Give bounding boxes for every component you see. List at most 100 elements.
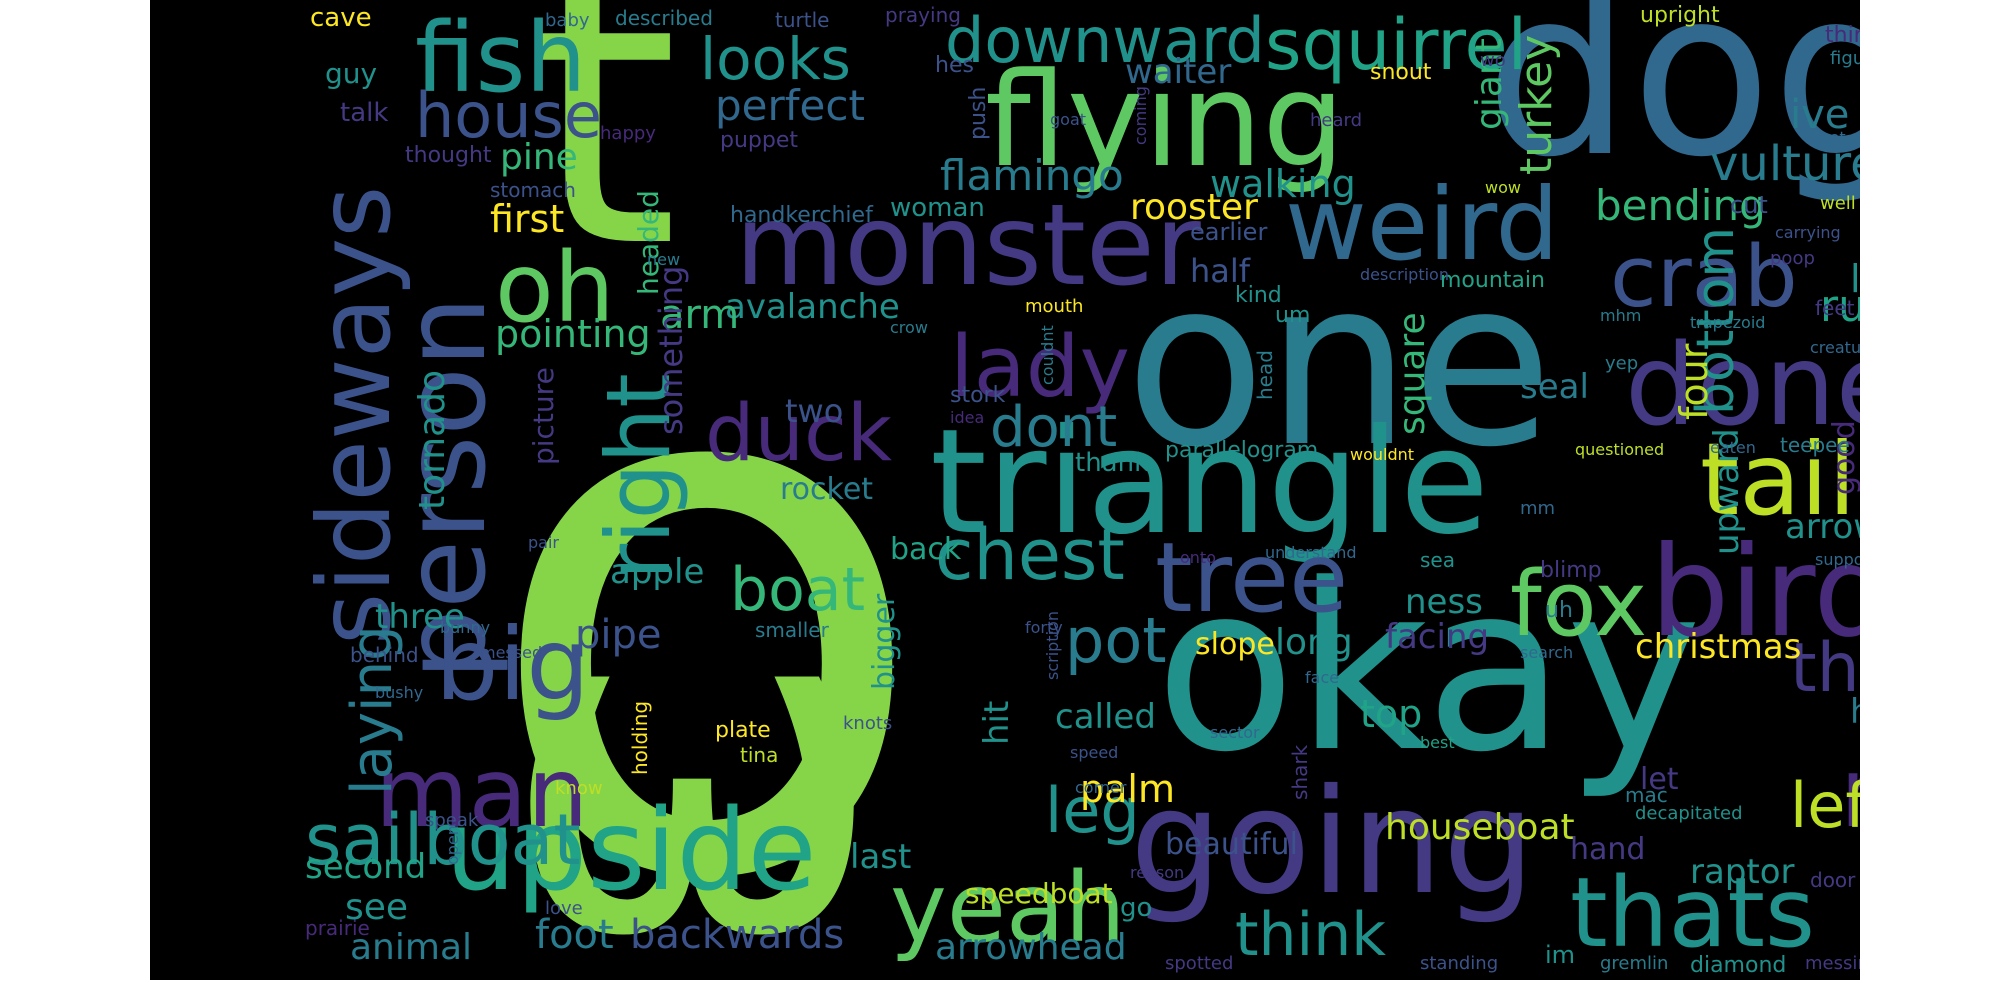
word-going: going <box>1130 758 1535 927</box>
word-square: square <box>1392 312 1433 435</box>
word-cut: cut <box>1730 191 1768 219</box>
word-flamingo: flamingo <box>940 151 1124 200</box>
word-earlier: earlier <box>1190 218 1268 246</box>
word-christmas: christmas <box>1635 627 1802 667</box>
word-mountain: mountain <box>1440 268 1545 293</box>
word-door: door <box>1810 868 1856 892</box>
word-crab: crab <box>1610 228 1798 327</box>
word-heard: heard <box>1310 110 1363 131</box>
word-best: best <box>1420 733 1455 752</box>
word-stomach: stomach <box>490 178 576 202</box>
word-arrowhead: arrowhead <box>935 927 1127 968</box>
word-downward: downward <box>945 4 1265 77</box>
word-three: three <box>375 597 465 637</box>
word-perfect: perfect <box>715 81 865 130</box>
word-sea: sea <box>1420 548 1455 572</box>
word-new: new <box>647 250 681 269</box>
word-bushy: bushy <box>375 683 424 702</box>
word-open: open <box>443 825 462 865</box>
word-goat: goat <box>1050 110 1087 129</box>
word-thing: thing <box>1790 629 1860 708</box>
word-sideways: sideways <box>296 185 413 645</box>
word-foot: foot <box>535 912 614 958</box>
word-two: two <box>785 392 844 430</box>
word-arm: arm <box>660 292 740 338</box>
word-t: t <box>530 0 679 331</box>
word-praying: praying <box>885 3 961 27</box>
word-lady: lady <box>950 318 1130 417</box>
word-onto: onto <box>1180 548 1216 567</box>
word-messed: messed <box>480 643 543 662</box>
word-leg: leg <box>1045 774 1140 847</box>
word-tail: tail <box>1700 421 1857 538</box>
word-squirrel: squirrel <box>1265 4 1528 86</box>
word-wow: wow <box>1485 178 1521 197</box>
word-crow: crow <box>890 318 928 337</box>
word-mhm: mhm <box>1600 306 1642 325</box>
word-baby: baby <box>545 10 590 31</box>
word-duck: duck <box>705 389 893 479</box>
word-house: house <box>415 79 602 152</box>
word-beautiful: beautiful <box>1165 827 1298 862</box>
word-pot: pot <box>1065 604 1167 677</box>
word-avalanche: avalanche <box>725 287 900 327</box>
word-cave: cave <box>310 3 372 33</box>
word-seal: seal <box>1520 367 1589 407</box>
word-ω: ω <box>500 502 886 981</box>
word-couldnt: couldnt <box>1038 325 1057 385</box>
word-um: um <box>1275 303 1311 328</box>
word-mouth: mouth <box>1025 296 1084 317</box>
word-tornado: tornado <box>412 369 453 510</box>
word-think: think <box>1235 900 1386 970</box>
word-woman: woman <box>890 193 985 223</box>
word-done: done <box>1625 321 1860 451</box>
word-first: first <box>490 197 565 241</box>
word-scription: scription <box>1043 611 1062 680</box>
word-last: last <box>850 837 912 877</box>
word-sailboat: sailboat <box>305 799 581 881</box>
word-four: four <box>1672 343 1716 420</box>
word-apple: apple <box>610 552 705 592</box>
word-well: well <box>1820 193 1856 214</box>
word-third: third <box>1825 23 1860 48</box>
word-hes: hes <box>935 53 974 78</box>
word-yep: yep <box>1605 353 1639 374</box>
word-triangle: triangle <box>930 398 1490 567</box>
word-chest: chest <box>935 514 1125 596</box>
word-bird: bird <box>1650 520 1860 665</box>
word-hit: hit <box>977 700 1017 745</box>
word-tina: tina <box>740 743 779 767</box>
word-top: top <box>1360 692 1423 736</box>
word-upright: upright <box>1640 3 1720 28</box>
word-carrying: carrying <box>1775 223 1841 242</box>
word-fish: fish <box>415 2 587 114</box>
word-vulture: vulture <box>1710 136 1860 192</box>
word-im: im <box>1545 941 1576 969</box>
word-speedboat: speedboat <box>965 877 1113 910</box>
word-wo: wo <box>1480 50 1506 71</box>
word-love: love <box>545 898 583 919</box>
word-okay: okay <box>1155 536 1702 803</box>
word-stork: stork <box>950 383 1006 408</box>
word-creature: creature <box>1810 338 1860 357</box>
word-monster: monster <box>735 181 1201 311</box>
word-yeah: yeah <box>890 852 1126 964</box>
word-animal: animal <box>350 927 473 968</box>
word-thats: thats <box>1570 857 1815 969</box>
word-know: know <box>555 778 603 799</box>
word-turtle: turtle <box>775 8 830 32</box>
word-pair: pair <box>528 533 559 552</box>
word-reason: reason <box>1130 863 1185 882</box>
word-smaller: smaller <box>755 618 829 642</box>
word-shark: shark <box>1288 744 1312 800</box>
word-back: back <box>890 532 962 567</box>
word-thank: thank <box>1075 448 1150 478</box>
word-talk: talk <box>340 98 389 128</box>
word-tree: tree <box>1155 522 1349 634</box>
word-questioned: questioned <box>1575 440 1665 459</box>
word-holding: holding <box>628 700 652 775</box>
word-described: described <box>615 6 713 30</box>
word-picture: picture <box>527 367 560 465</box>
word-gremlin: gremlin <box>1600 953 1669 974</box>
word-dont: dont <box>990 395 1118 460</box>
